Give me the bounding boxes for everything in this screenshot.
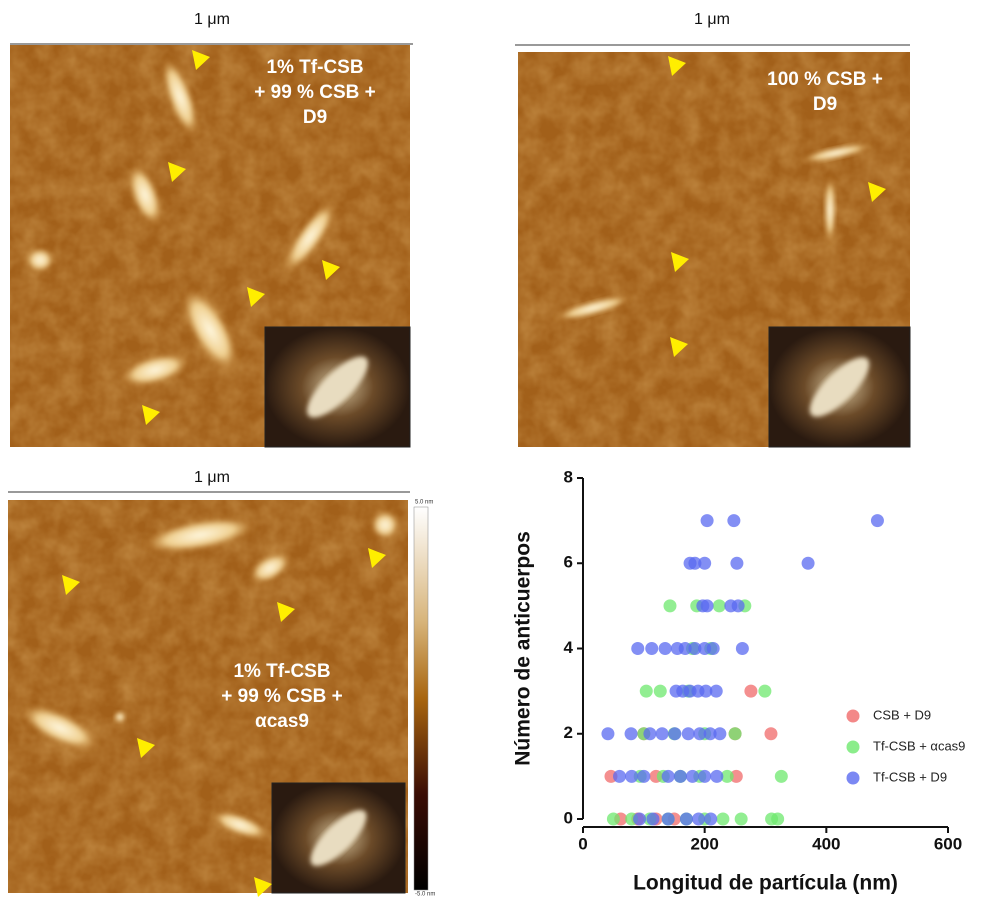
particle bbox=[371, 511, 399, 539]
point bbox=[633, 813, 646, 826]
legend-marker bbox=[847, 741, 860, 754]
point bbox=[601, 727, 614, 740]
point bbox=[735, 813, 748, 826]
point bbox=[662, 813, 675, 826]
scale-label: 1 μm bbox=[194, 11, 230, 28]
panel-caption: + 99 % CSB + bbox=[254, 82, 375, 103]
point bbox=[775, 770, 788, 783]
legend-marker bbox=[847, 710, 860, 723]
legend-label: CSB + D9 bbox=[873, 707, 931, 722]
point bbox=[613, 770, 626, 783]
panel-caption: + 99 % CSB + bbox=[221, 686, 342, 707]
scale-label: 1 μm bbox=[194, 469, 230, 486]
point bbox=[729, 727, 742, 740]
point bbox=[744, 685, 757, 698]
legend-label: Tf-CSB + αcas9 bbox=[873, 738, 965, 753]
point bbox=[736, 642, 749, 655]
afm-panel: 1 μm 1% Tf-CSB + 99 % CSB + D9 bbox=[10, 11, 413, 447]
y-tick-label: 8 bbox=[564, 467, 573, 486]
point bbox=[771, 813, 784, 826]
x-tick-label: 0 bbox=[578, 834, 587, 853]
point bbox=[710, 770, 723, 783]
point bbox=[707, 642, 720, 655]
point bbox=[663, 599, 676, 612]
point bbox=[686, 770, 699, 783]
panel-caption: 1% Tf-CSB bbox=[266, 57, 363, 78]
point bbox=[713, 727, 726, 740]
point bbox=[646, 813, 659, 826]
point bbox=[656, 727, 669, 740]
point bbox=[680, 813, 693, 826]
panel-caption: αcas9 bbox=[255, 711, 309, 732]
particle bbox=[824, 176, 836, 244]
point bbox=[607, 813, 620, 826]
afm-panel: 1 μm 1% Tf-CSB + 99 % CSB + αcas9 bbox=[8, 469, 410, 897]
chart: 0 2 4 6 8 0 200 400 600 Longitud de partícula (nm… bbox=[512, 467, 966, 894]
point bbox=[713, 599, 726, 612]
y-tick-label: 6 bbox=[564, 553, 573, 572]
point bbox=[682, 727, 695, 740]
x-tick-label: 600 bbox=[934, 834, 962, 853]
point bbox=[631, 642, 644, 655]
point bbox=[730, 557, 743, 570]
legend-label: Tf-CSB + D9 bbox=[873, 769, 947, 784]
point bbox=[764, 727, 777, 740]
point bbox=[698, 770, 711, 783]
point bbox=[802, 557, 815, 570]
scale-label: 1 μm bbox=[694, 11, 730, 28]
y-tick-label: 0 bbox=[564, 808, 573, 827]
point bbox=[704, 813, 717, 826]
point bbox=[625, 727, 638, 740]
colorbar-label: -5.0 nm bbox=[415, 892, 435, 897]
afm-panel: 1 μm 100 % CSB + D9 bbox=[515, 11, 910, 447]
colorbar-label: 5.0 nm bbox=[415, 500, 433, 506]
x-tick-label: 400 bbox=[812, 834, 840, 853]
point bbox=[640, 685, 653, 698]
point bbox=[637, 770, 650, 783]
point bbox=[643, 727, 656, 740]
legend-marker bbox=[847, 772, 860, 785]
panel-caption: D9 bbox=[303, 107, 327, 128]
point bbox=[674, 770, 687, 783]
particle bbox=[114, 711, 126, 723]
point bbox=[727, 514, 740, 527]
point bbox=[716, 813, 729, 826]
point bbox=[625, 770, 638, 783]
y-tick-label: 2 bbox=[564, 723, 573, 742]
point bbox=[662, 770, 675, 783]
figure: 1 μm 1% Tf-CSB + 99 % CSB + D9 1 μm 100 % CSB… bbox=[0, 0, 988, 897]
point bbox=[871, 514, 884, 527]
point bbox=[645, 642, 658, 655]
panel-caption: 100 % CSB + bbox=[767, 69, 883, 90]
point bbox=[701, 599, 714, 612]
panel-caption: 1% Tf-CSB bbox=[233, 661, 330, 682]
point bbox=[698, 557, 711, 570]
point bbox=[659, 642, 672, 655]
x-axis-title: Longitud de partícula (nm) bbox=[633, 872, 898, 895]
point bbox=[732, 599, 745, 612]
y-axis-title: Número de anticuerpos bbox=[512, 531, 535, 766]
point bbox=[654, 685, 667, 698]
particle bbox=[26, 248, 54, 272]
point bbox=[701, 514, 714, 527]
point bbox=[668, 727, 681, 740]
x-tick-label: 200 bbox=[690, 834, 718, 853]
point bbox=[710, 685, 723, 698]
colorbar bbox=[414, 507, 428, 890]
y-tick-label: 4 bbox=[564, 638, 574, 657]
panel-caption: D9 bbox=[813, 94, 837, 115]
point bbox=[758, 685, 771, 698]
point bbox=[692, 813, 705, 826]
